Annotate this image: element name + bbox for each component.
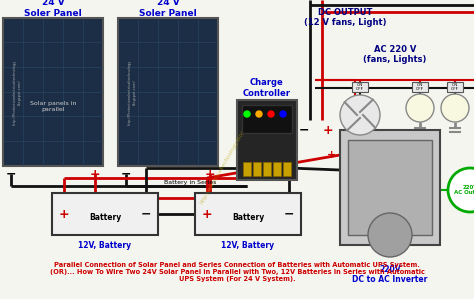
Text: −: −: [141, 208, 151, 220]
Text: −: −: [284, 208, 294, 220]
Bar: [283, 162, 291, 176]
Text: +: +: [90, 167, 100, 181]
Bar: [340, 130, 440, 245]
Text: Battery in Series: Battery in Series: [164, 180, 216, 185]
Text: 220V
DC to AC Inverter: 220V DC to AC Inverter: [352, 265, 428, 284]
Text: Charge
Controller: Charge Controller: [243, 78, 291, 98]
Text: ON
OFF: ON OFF: [356, 83, 364, 91]
Text: Parallel Connection of Solar Panel and Series Connection of Batteries with Autom: Parallel Connection of Solar Panel and S…: [50, 262, 424, 282]
Text: AC 220 V
(fans, Lights): AC 220 V (fans, Lights): [363, 45, 427, 64]
Circle shape: [340, 95, 380, 135]
Bar: [52, 193, 158, 235]
Bar: [253, 162, 261, 176]
Text: Battery: Battery: [232, 213, 264, 222]
Circle shape: [441, 94, 469, 122]
Bar: [118, 18, 218, 166]
Bar: [352, 82, 368, 92]
Text: 24 V
Soler Panel: 24 V Soler Panel: [139, 0, 197, 18]
Text: −: −: [6, 167, 16, 181]
Bar: [412, 82, 428, 92]
Bar: [273, 162, 281, 176]
Bar: [263, 162, 271, 176]
Text: Battery: Battery: [89, 213, 121, 222]
Text: Solar panels in
parallel: Solar panels in parallel: [30, 101, 76, 112]
Bar: [243, 162, 251, 176]
Bar: [242, 105, 292, 133]
Bar: [447, 82, 463, 92]
Text: http://Protectiveelectricaltechnology
blogspot.com/: http://Protectiveelectricaltechnology bl…: [128, 59, 137, 125]
Text: −: −: [299, 123, 309, 137]
Circle shape: [406, 94, 434, 122]
Circle shape: [368, 213, 412, 257]
Text: 220V
AC Output: 220V AC Output: [454, 184, 474, 196]
Bar: [3, 18, 103, 166]
Text: http://electricaltechnology.blogspot.com/: http://electricaltechnology.blogspot.com…: [200, 105, 260, 205]
Text: 12V, Battery: 12V, Battery: [221, 240, 274, 249]
Text: 12V, Battery: 12V, Battery: [78, 240, 132, 249]
Circle shape: [280, 111, 286, 117]
Text: DC OUTPUT
(12 V fans, Light): DC OUTPUT (12 V fans, Light): [304, 8, 386, 28]
Text: ON
OFF: ON OFF: [416, 83, 424, 91]
Text: 24 V
Soler Panel: 24 V Soler Panel: [24, 0, 82, 18]
Bar: [237, 100, 297, 180]
Text: +: +: [205, 167, 215, 181]
Bar: [348, 140, 432, 235]
Text: http://Protectiveelectricaltechnology
blogspot.com/: http://Protectiveelectricaltechnology bl…: [13, 59, 21, 125]
Text: −: −: [121, 167, 131, 181]
Circle shape: [448, 168, 474, 212]
Text: +: +: [202, 208, 212, 220]
Circle shape: [244, 111, 250, 117]
Text: −: −: [328, 165, 337, 175]
Circle shape: [256, 111, 262, 117]
Circle shape: [268, 111, 274, 117]
Text: ON
OFF: ON OFF: [451, 83, 459, 91]
Text: +: +: [323, 123, 333, 137]
Bar: [195, 193, 301, 235]
Text: +: +: [328, 150, 337, 160]
Text: +: +: [59, 208, 69, 220]
